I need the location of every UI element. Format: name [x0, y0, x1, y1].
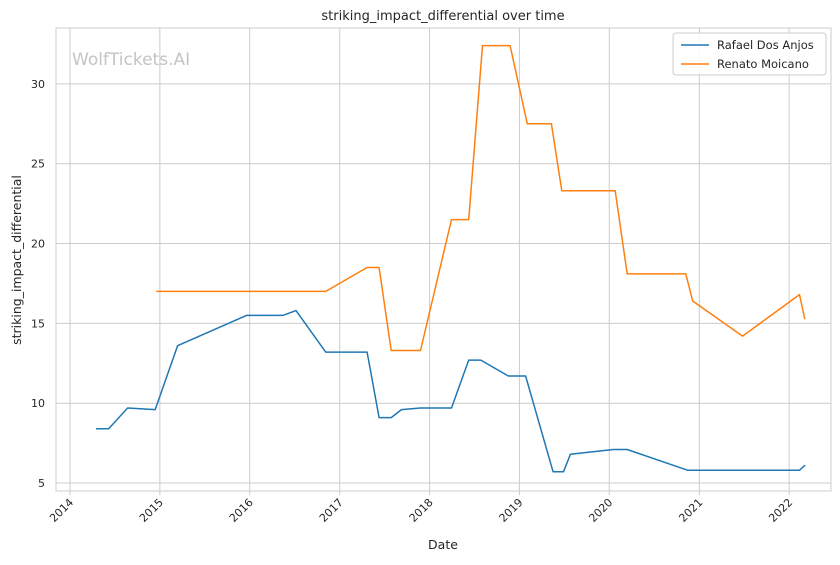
- series-line-renato-moicano: [156, 44, 806, 352]
- series-line-rafael-dos-anjos: [95, 309, 806, 473]
- y-axis-ticks: 5 10 15 20 25 30: [31, 78, 45, 490]
- y-tick-label: 5: [38, 477, 45, 490]
- chart-title: striking_impact_differential over time: [321, 9, 564, 24]
- legend-frame: [672, 32, 827, 76]
- legend-label-rafael: Rafael Dos Anjos: [717, 38, 814, 52]
- y-tick-label: 20: [31, 238, 45, 251]
- y-tick-label: 30: [31, 78, 45, 91]
- x-axis-label: Date: [428, 537, 458, 552]
- legend: Rafael Dos Anjos Renato Moicano: [672, 32, 827, 76]
- plot-frame: [55, 27, 832, 492]
- y-tick-label: 10: [31, 397, 45, 410]
- legend-label-renato: Renato Moicano: [717, 57, 809, 71]
- y-axis-label: striking_impact_differential: [9, 175, 24, 345]
- y-tick-label: 25: [31, 158, 45, 171]
- series-lines: [95, 44, 806, 473]
- grid: [56, 28, 831, 491]
- watermark: WolfTickets.AI: [72, 50, 190, 70]
- y-tick-label: 15: [31, 317, 45, 330]
